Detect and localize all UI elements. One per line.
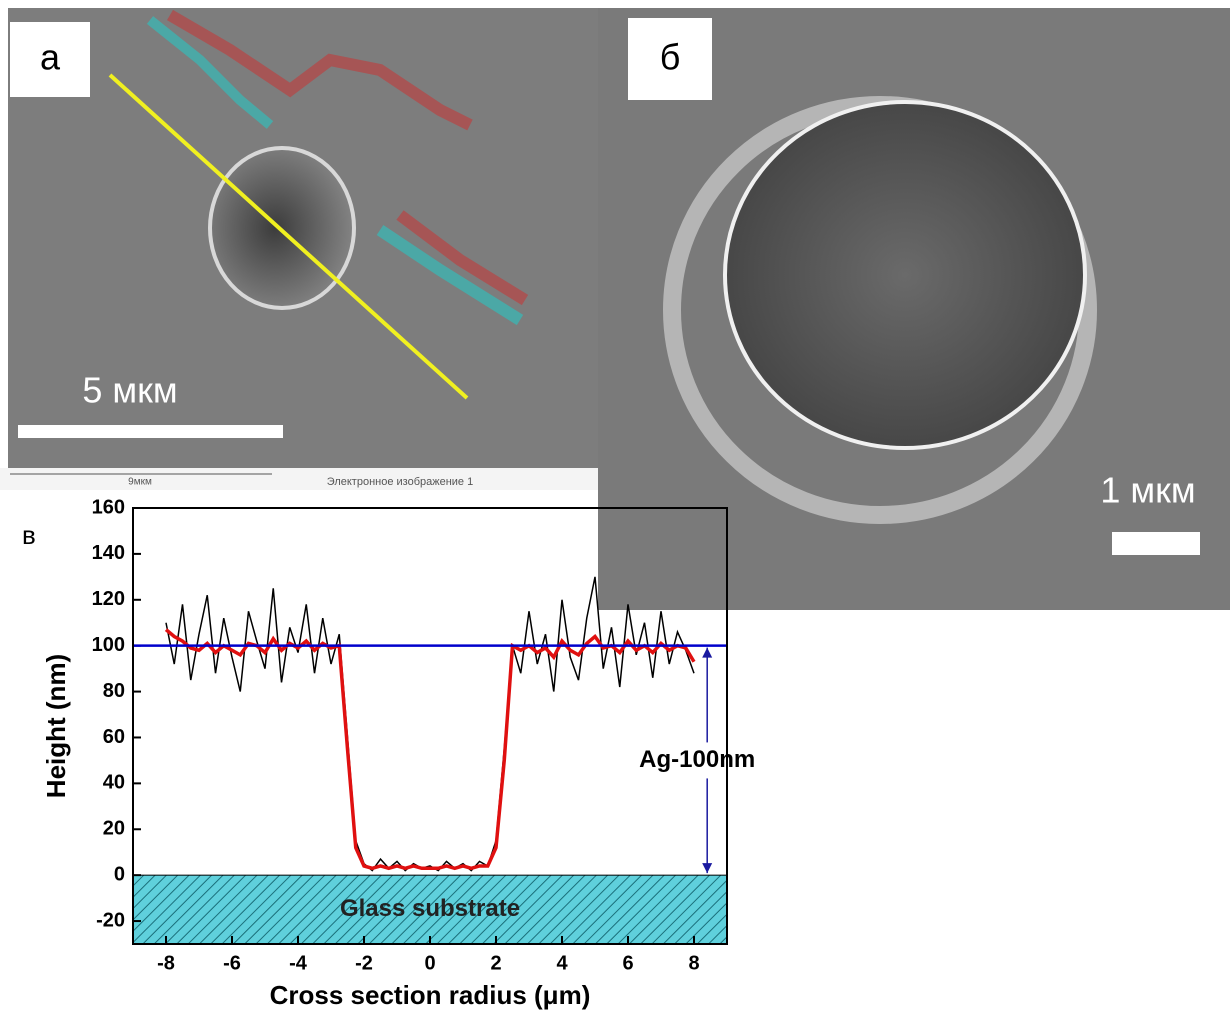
y-tick-label: -20 [96, 909, 125, 931]
chart: Glass substrate-8 -6 -4 -2 0 2 4 6 8-20020406080… [41, 496, 776, 1010]
y-tick-label: 100 [92, 634, 125, 656]
substrate [132, 874, 728, 945]
panel-label: а [40, 37, 61, 78]
y-tick-label: 160 [92, 496, 125, 518]
panel-label: в [22, 520, 36, 550]
x-tick-label: -2 [355, 952, 373, 974]
panel-a: а 5 мкм 9мкм Электронное изображение 1 [0, 8, 740, 490]
y-tick-label: 120 [92, 588, 125, 610]
data-line [165, 576, 695, 872]
scale-label: 5 мкм [82, 370, 177, 411]
annotation-bg [625, 742, 776, 779]
substrate-label: Glass substrate [340, 895, 520, 922]
y-tick-label: 0 [114, 863, 125, 885]
y-tick-label: 60 [103, 726, 125, 748]
x-tick-label: 4 [556, 952, 568, 974]
y-tick-label: 40 [103, 772, 125, 794]
footer-scale: 9мкм [128, 477, 152, 488]
x-axis-title: Cross section radius (μm) [270, 980, 591, 1010]
x-tick-label: 0 [424, 952, 435, 974]
y-tick-label: 20 [103, 818, 125, 840]
scale-bar [18, 425, 283, 438]
plot-frame [132, 507, 728, 945]
x-tick-label: 6 [622, 952, 633, 974]
x-tick-label: -8 [157, 952, 175, 974]
arrow-head [702, 863, 713, 874]
panel-b: б 1 мкм [598, 8, 1230, 610]
trace [396, 210, 529, 306]
scan-line [108, 73, 469, 400]
scale-bar [1112, 532, 1200, 555]
x-tick-label: -6 [223, 952, 241, 974]
footer-caption: Электронное изображение 1 [327, 476, 473, 488]
data-line [164, 628, 696, 871]
y-tick-label: 80 [103, 680, 125, 702]
trace [166, 9, 473, 131]
x-tick-label: 8 [688, 952, 699, 974]
trace [376, 225, 524, 326]
panel-label: б [660, 37, 681, 78]
x-tick-label: 2 [490, 952, 501, 974]
scale-label: 1 мкм [1100, 470, 1195, 511]
arrow-head [702, 647, 713, 658]
y-tick-label: 140 [92, 542, 125, 564]
trace [146, 16, 274, 129]
label-box [10, 22, 90, 97]
hole [723, 100, 1087, 450]
label-box [628, 18, 712, 100]
annotation-label: Ag-100nm [639, 746, 755, 773]
x-tick-label: -4 [289, 952, 308, 974]
y-axis-title: Height (nm) [41, 654, 71, 798]
